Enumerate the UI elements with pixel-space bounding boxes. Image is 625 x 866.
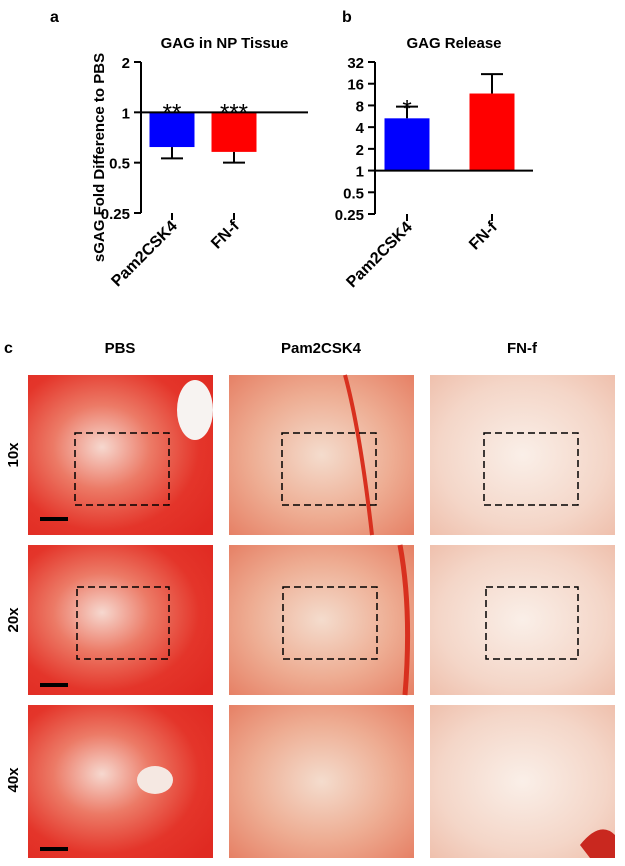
tissue-fold xyxy=(397,544,411,696)
inset-boxes xyxy=(74,432,579,660)
bar xyxy=(384,118,430,171)
micrograph xyxy=(430,545,615,695)
panel-label: c xyxy=(4,340,13,357)
inset-box xyxy=(282,586,378,660)
column-header: FN-f xyxy=(507,340,538,357)
row-label: 10x xyxy=(5,442,22,468)
micrograph xyxy=(430,375,615,535)
chart-title: GAG in NP Tissue xyxy=(161,35,289,52)
y-tick-label: 1 xyxy=(122,105,130,122)
x-tick-label: FN-f xyxy=(466,218,501,253)
inset-box xyxy=(485,586,579,660)
x-tick-label: Pam2CSK4 xyxy=(343,219,415,291)
inset-box xyxy=(483,432,579,506)
y-tick-label: 0.25 xyxy=(335,207,364,224)
x-tick-label: Pam2CSK4 xyxy=(108,218,180,290)
micrograph xyxy=(430,705,615,858)
micrograph xyxy=(229,375,414,535)
inset-box xyxy=(281,432,377,506)
y-tick-label: 0.5 xyxy=(109,156,130,173)
y-tick-label: 2 xyxy=(356,142,364,159)
y-tick-label: 32 xyxy=(347,55,364,72)
bar xyxy=(469,93,515,171)
y-tick-label: 1 xyxy=(356,164,364,181)
y-tick-label: 0.25 xyxy=(101,206,130,223)
micrograph xyxy=(229,705,414,858)
micrograph xyxy=(28,705,213,858)
panel-label: a xyxy=(50,9,59,26)
y-tick-label: 0.5 xyxy=(343,185,364,202)
micrographs xyxy=(28,374,615,858)
chart-title: GAG Release xyxy=(406,35,501,52)
row-label: 40x xyxy=(5,767,22,793)
inset-box xyxy=(76,586,170,660)
tissue-gap xyxy=(177,380,213,440)
bar xyxy=(211,112,257,152)
row-label: 20x xyxy=(5,607,22,633)
tissue-fold xyxy=(343,374,374,536)
column-header: PBS xyxy=(105,340,136,357)
x-tick-label: FN-f xyxy=(208,217,243,252)
y-tick-label: 2 xyxy=(122,55,130,72)
y-tick-label: 16 xyxy=(347,77,364,94)
bar xyxy=(149,112,195,148)
scale-bars xyxy=(40,517,68,851)
tissue-spot xyxy=(580,829,615,858)
micrograph xyxy=(229,545,414,695)
column-header: Pam2CSK4 xyxy=(281,340,362,357)
inset-box xyxy=(74,432,170,506)
y-tick-label: 4 xyxy=(356,120,365,137)
charts: a GAG in NP Tissue sGAG Fold Difference to… xyxy=(50,9,533,291)
y-tick-label: 8 xyxy=(356,98,364,115)
panel-label: b xyxy=(342,9,352,26)
y-axis-label: sGAG Fold Difference to PBS xyxy=(91,53,108,262)
significance-marker: * xyxy=(402,96,411,123)
micrograph xyxy=(28,545,213,695)
tissue-gap xyxy=(137,766,173,794)
